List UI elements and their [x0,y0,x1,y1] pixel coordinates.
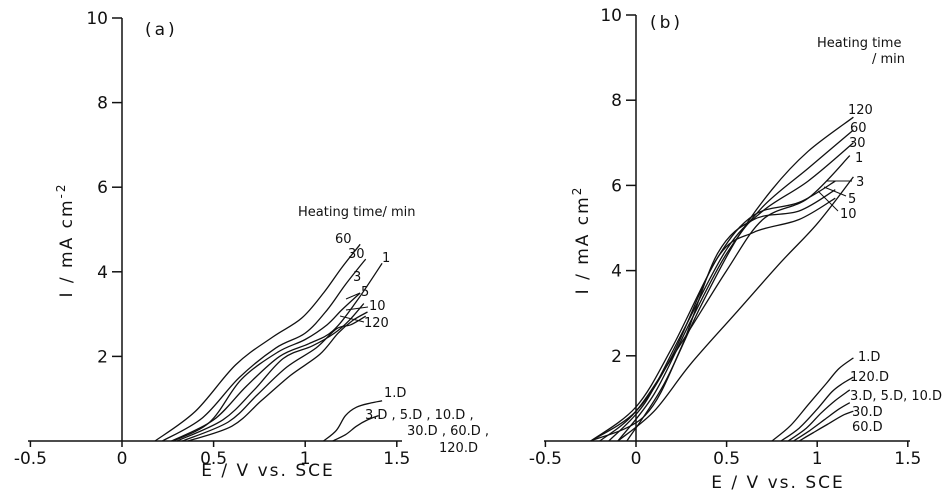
panel-a-x-tick-label: 0.5 [200,449,227,469]
leader-120 [339,315,365,323]
leader-10 [345,306,369,311]
panel-b-series-line [590,189,836,442]
panel-b-y-tick-label: 2 [611,347,622,367]
leader-10 [817,190,839,212]
panel-a-x-tick-label: -0.5 [14,449,47,469]
panel-a-series-line [182,315,367,442]
panel-a-anno-5: 5 [361,285,369,300]
panel-b-y-axis-title: I / mA cm2 [570,186,593,295]
panel-b-x-tick-label: 1.5 [894,449,921,469]
panel-b-anno-3D5D10D: 3.D, 5.D, 10.D [850,389,942,404]
panel-a-anno-d-line3: 120.D [439,441,478,456]
panel-a-y-axis-title-exp: -2 [54,182,68,198]
panel-a-anno-30: 30 [348,247,365,262]
panel-a-series-line [171,262,383,442]
panel-b-series-line [793,402,851,442]
panel-a-series-line [332,414,379,442]
panel-b-anno-1: 1 [855,151,863,166]
panel-b-x-ticks: -0.5 0 0.5 1 1.5 [529,441,921,469]
panel-a-y-tick-label: 6 [97,178,108,198]
panel-a-series-line [172,292,361,442]
panel-b-x-tick-label: -0.5 [529,449,562,469]
panel-b-y-tick-label: 4 [611,262,622,282]
panel-b-label: (b) [650,13,683,33]
panel-b-series-line [617,129,854,442]
panel-b-series-line [780,376,854,442]
panel-a-anno-d-line1: 3.D , 5.D , 10.D , [365,408,474,423]
panel-b-series-line [617,176,854,442]
panel-a-anno-3: 3 [353,270,361,285]
panel-b-y-ticks: 2 4 6 8 10 [600,6,636,367]
panel-a-x-tick-label: 1 [300,449,311,469]
panel-b-anno-10: 10 [840,207,857,222]
panel-b-x-axis-title: E / V vs. SCE [711,473,844,493]
panel-b-anno-3: 3 [856,175,864,190]
panel-a-curves [154,243,383,442]
panel-b-y-tick-label: 10 [600,6,622,26]
panel-b-y-axis-title-exp: 2 [570,186,584,196]
panel-a-anno-10: 10 [369,299,386,314]
panel-b-series-line [608,142,854,442]
panel-a-x-tick-label: 0 [117,449,128,469]
panel-b-anno-30D: 30.D [852,405,883,420]
panel-a-y-axis-title-main: I / mA cm [57,198,77,297]
panel-a-y-tick-label: 4 [97,263,108,283]
panel-a-anno-d-line2: 30.D , 60.D , [407,424,489,439]
panel-a-series-line [161,258,367,442]
panel-b-legend-unit: / min [872,52,905,67]
panel-a-anno-60: 60 [335,232,352,247]
leader-5 [823,186,847,197]
leader-5 [345,292,361,300]
panel-a-series-line [176,303,365,442]
panel-b-x-tick-label: 1 [812,449,823,469]
panel-b-series-line [626,116,854,442]
panel-b-anno-120: 120 [848,103,873,118]
panel-b-series-line [787,389,851,442]
panel-a-series-line [154,243,361,442]
panel-a-legend-title: Heating time/ min [298,205,415,220]
panel-a-anno-1D: 1.D [384,386,406,401]
panel-a-y-tick-label: 2 [97,347,108,367]
panel-a-series-line [323,400,383,442]
panel-b-series-line [590,197,836,442]
panel-a-label: (a) [145,20,178,40]
panel-b-anno-120D: 120.D [850,370,889,385]
svg-text:I / mA cm-2: I / mA cm-2 [54,182,77,297]
panel-a-x-tick-label: 1.5 [383,449,410,469]
panel-b-y-tick-label: 6 [611,176,622,196]
panel-b-anno-1D: 1.D [858,350,880,365]
panel-b-anno-60D: 60.D [852,420,883,435]
panel-a-y-ticks: 2 4 6 8 10 [86,9,122,367]
panel-b-x-tick-label: 0.5 [713,449,740,469]
panel-a-x-axis-title: E / V vs. SCE [201,461,334,481]
panel-b-y-axis-title-main: I / mA cm [573,195,593,294]
panel-a-series-line [187,311,368,442]
panel-a-x-ticks: -0.5 0 0.5 1 1.5 [14,441,410,469]
svg-text:I / mA cm2: I / mA cm2 [570,186,593,295]
panel-b-series-line [599,155,851,442]
panel-a-anno-120: 120 [364,316,389,331]
panel-b-leader-lines [817,180,852,212]
panel-a-leader-lines [339,292,369,323]
panel-a-y-axis-title: I / mA cm-2 [54,182,77,297]
panel-b-anno-60: 60 [850,121,867,136]
panel-b: -0.5 0 0.5 1 1.5 2 4 6 8 10 (b) E / V vs. SCE I … [529,6,942,493]
panel-a-y-tick-label: 10 [86,9,108,29]
panel-b-x-tick-label: 0 [631,449,642,469]
panel-b-series-line [771,357,854,442]
panel-b-y-tick-label: 8 [611,91,622,111]
panel-b-series-line [798,410,854,442]
panel-b-legend-title: Heating time [817,36,901,51]
panel-a-anno-1: 1 [382,251,390,266]
panel-a-y-tick-label: 8 [97,94,108,114]
panel-b-anno-30: 30 [849,136,866,151]
panel-b-anno-5: 5 [848,192,856,207]
panel-a: -0.5 0 0.5 1 1.5 2 4 6 8 10 (a) E / V vs. SCE I … [14,9,489,481]
panel-b-curves [590,116,854,442]
